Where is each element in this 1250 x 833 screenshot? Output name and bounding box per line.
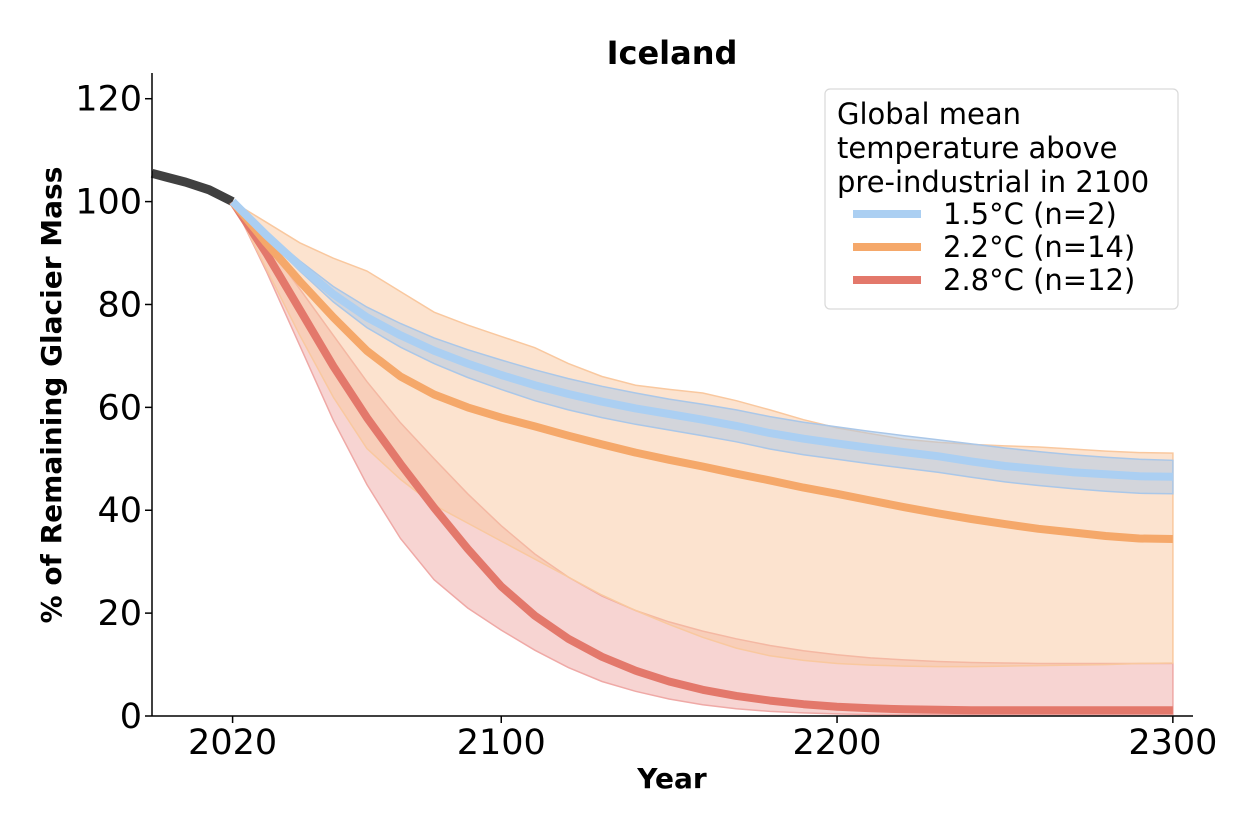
legend-title-line: temperature above [837,131,1117,165]
x-tick-label: 2100 [457,723,546,763]
y-tick-label: 40 [97,491,142,531]
y-axis-label: % of Remaining Glacier Mass [35,167,68,624]
y-tick-label: 100 [75,183,142,223]
x-tick-label: 2200 [793,723,882,763]
series-line-3 [229,199,1173,715]
legend-box [824,88,1179,310]
y-tick-label: 60 [97,388,142,428]
x-tick-label: 2020 [188,723,277,763]
historical-line [150,168,235,206]
series-line-1 [229,198,1173,481]
legend-title-line: pre-industrial in 2100 [837,165,1149,199]
y-tick-label: 120 [75,80,142,120]
axes: 2020 2100 2200 2300 0 20 40 60 80 100 120 [75,73,1217,763]
y-tick-label: 0 [120,697,142,737]
chart-title: Iceland [607,34,738,72]
x-tick-label: 2300 [1128,723,1217,763]
y-tick-label: 20 [97,594,142,634]
legend-label-2: 2.2°C (n=14) [943,230,1135,264]
series-line-2 [229,199,1173,543]
x-axis-label: Year [636,762,707,795]
y-tick-label: 80 [97,285,142,325]
legend-title-line: Global mean [837,97,1021,131]
series-lines [150,168,1173,715]
legend-label-3: 2.8°C (n=12) [943,263,1135,297]
legend-label-1: 1.5°C (n=2) [943,197,1117,231]
